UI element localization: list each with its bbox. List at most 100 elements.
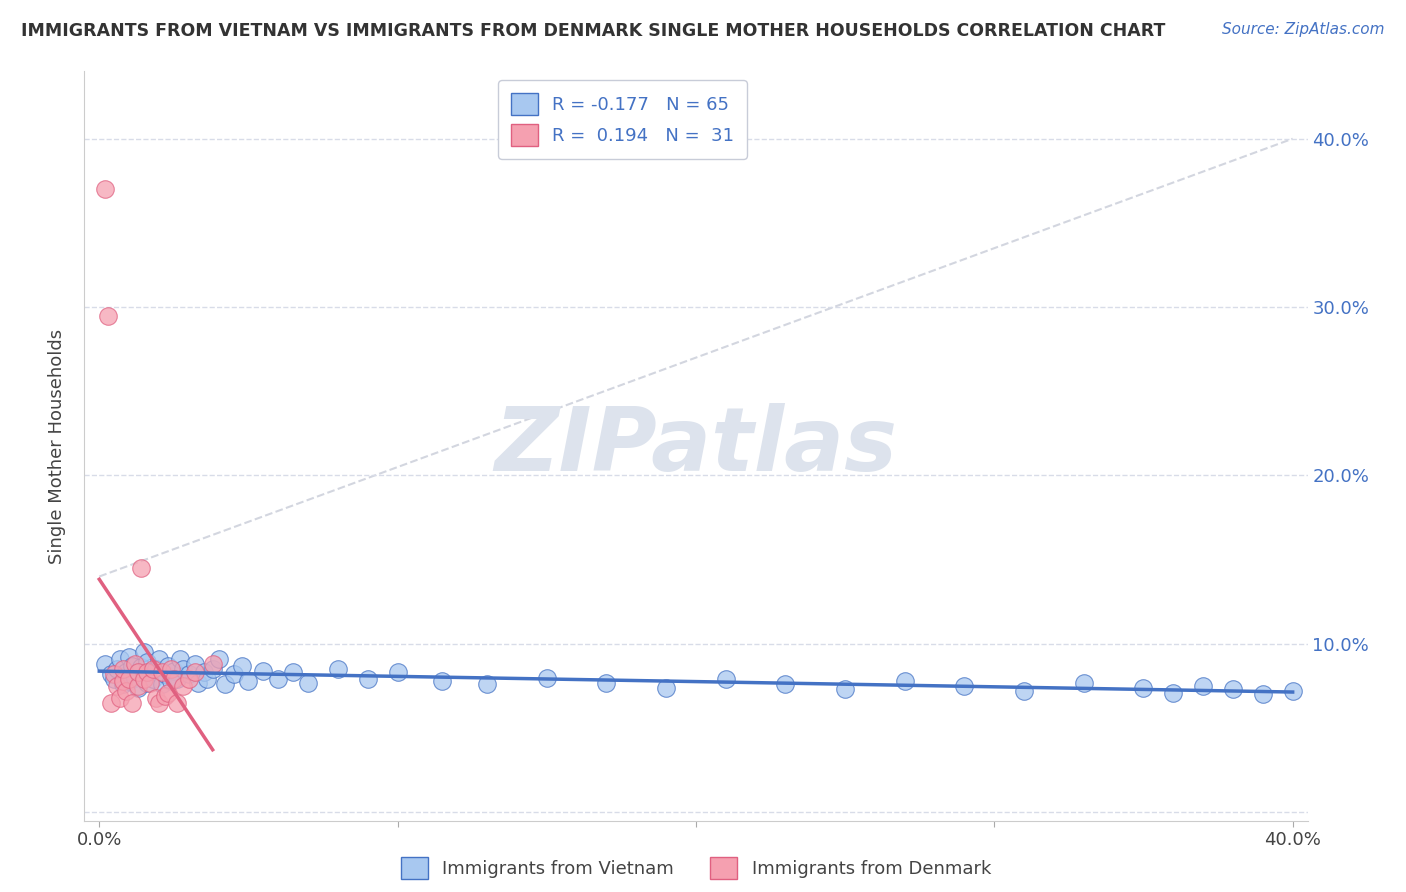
- Point: [127, 679, 149, 693]
- Point: [195, 672, 218, 686]
- Point: [132, 669, 155, 683]
- Point: [150, 665, 173, 680]
- Point: [387, 665, 409, 680]
- Point: [118, 650, 141, 665]
- Point: [184, 665, 207, 680]
- Point: [1192, 679, 1215, 693]
- Point: [100, 696, 122, 710]
- Point: [169, 652, 191, 666]
- Point: [222, 667, 245, 681]
- Point: [357, 672, 380, 686]
- Point: [1012, 684, 1035, 698]
- Point: [129, 660, 152, 674]
- Point: [148, 696, 170, 710]
- Point: [97, 309, 120, 323]
- Point: [142, 662, 165, 676]
- Point: [129, 561, 152, 575]
- Point: [124, 657, 146, 671]
- Point: [132, 672, 155, 686]
- Point: [775, 677, 797, 691]
- Point: [148, 652, 170, 666]
- Point: [163, 664, 186, 678]
- Point: [1163, 686, 1185, 700]
- Point: [214, 677, 236, 691]
- Point: [655, 681, 678, 695]
- Point: [595, 675, 617, 690]
- Point: [177, 667, 200, 681]
- Point: [475, 677, 498, 691]
- Text: IMMIGRANTS FROM VIETNAM VS IMMIGRANTS FROM DENMARK SINGLE MOTHER HOUSEHOLDS CORR: IMMIGRANTS FROM VIETNAM VS IMMIGRANTS FR…: [21, 22, 1166, 40]
- Text: Source: ZipAtlas.com: Source: ZipAtlas.com: [1222, 22, 1385, 37]
- Point: [112, 673, 135, 688]
- Point: [136, 656, 159, 670]
- Point: [166, 672, 188, 686]
- Point: [238, 673, 260, 688]
- Point: [115, 665, 138, 680]
- Point: [150, 677, 173, 691]
- Point: [118, 672, 141, 686]
- Point: [127, 665, 149, 680]
- Point: [108, 652, 131, 666]
- Point: [172, 662, 194, 676]
- Point: [231, 658, 253, 673]
- Point: [145, 662, 167, 676]
- Point: [103, 672, 125, 686]
- Point: [283, 665, 305, 680]
- Point: [115, 684, 138, 698]
- Point: [267, 672, 290, 686]
- Point: [166, 696, 188, 710]
- Y-axis label: Single Mother Households: Single Mother Households: [48, 328, 66, 564]
- Point: [145, 690, 167, 705]
- Point: [156, 686, 179, 700]
- Point: [139, 665, 162, 680]
- Legend: Immigrants from Vietnam, Immigrants from Denmark: Immigrants from Vietnam, Immigrants from…: [394, 850, 998, 887]
- Point: [153, 689, 176, 703]
- Point: [1132, 681, 1154, 695]
- Point: [136, 675, 159, 690]
- Point: [100, 667, 122, 681]
- Point: [121, 658, 143, 673]
- Point: [432, 673, 454, 688]
- Point: [132, 645, 155, 659]
- Point: [207, 652, 229, 666]
- Point: [153, 667, 176, 681]
- Point: [184, 657, 207, 671]
- Point: [834, 682, 856, 697]
- Point: [1251, 687, 1274, 701]
- Point: [121, 696, 143, 710]
- Point: [112, 677, 135, 691]
- Point: [894, 673, 917, 688]
- Point: [536, 671, 558, 685]
- Point: [124, 671, 146, 685]
- Point: [118, 673, 141, 688]
- Point: [201, 662, 224, 676]
- Point: [105, 679, 128, 693]
- Point: [163, 672, 186, 686]
- Point: [160, 673, 183, 688]
- Point: [201, 657, 224, 671]
- Point: [108, 690, 131, 705]
- Point: [187, 675, 209, 690]
- Point: [714, 672, 737, 686]
- Point: [136, 665, 159, 680]
- Point: [177, 672, 200, 686]
- Point: [953, 679, 976, 693]
- Point: [297, 675, 319, 690]
- Point: [139, 675, 162, 690]
- Point: [112, 662, 135, 676]
- Point: [94, 657, 117, 671]
- Point: [193, 665, 215, 680]
- Point: [326, 662, 349, 676]
- Point: [1073, 675, 1095, 690]
- Point: [160, 662, 183, 676]
- Point: [1281, 684, 1303, 698]
- Point: [127, 681, 149, 695]
- Point: [142, 672, 165, 686]
- Point: [103, 667, 125, 681]
- Point: [94, 182, 117, 196]
- Point: [252, 664, 274, 678]
- Text: ZIPatlas: ZIPatlas: [495, 402, 897, 490]
- Point: [105, 662, 128, 676]
- Point: [156, 658, 179, 673]
- Point: [172, 679, 194, 693]
